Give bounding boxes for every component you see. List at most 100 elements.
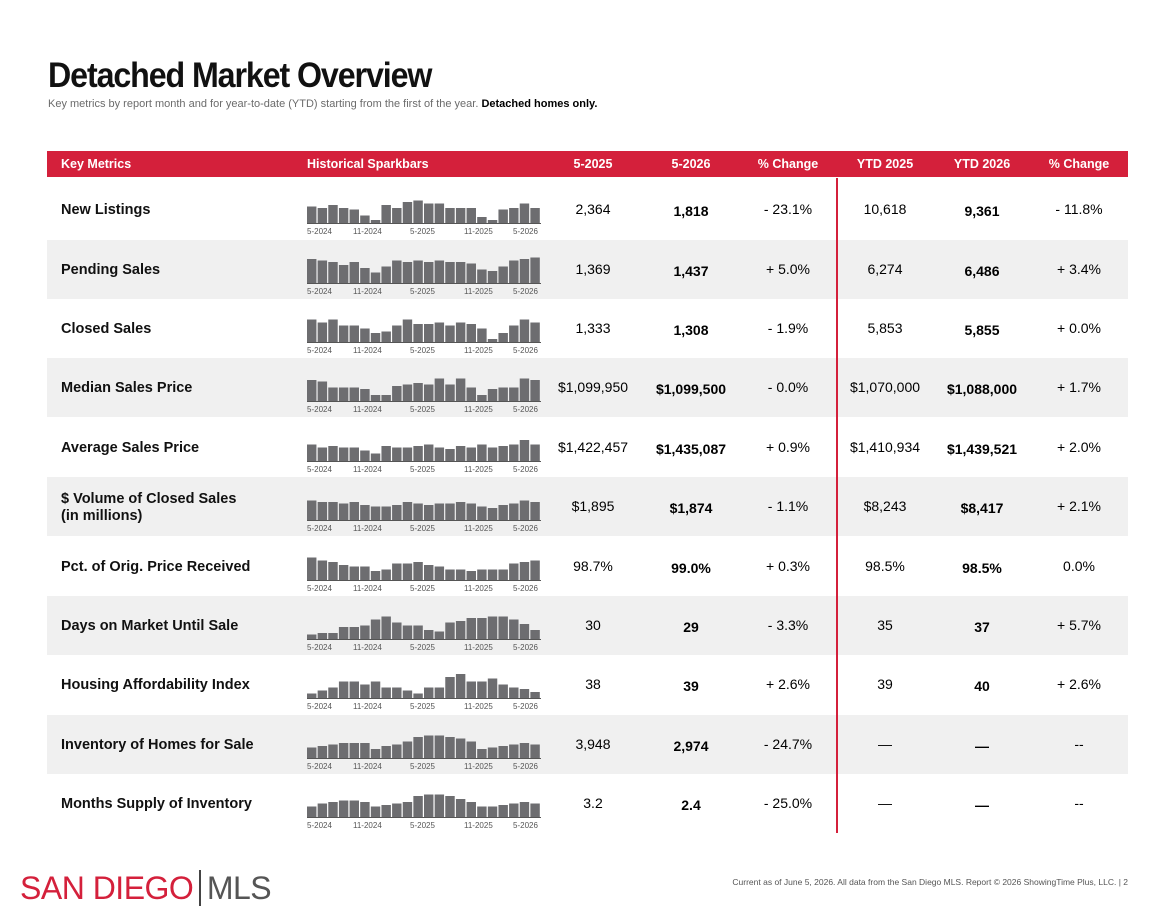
sparkbar-axis-label: 11-2025 <box>464 287 493 296</box>
sparkbar-axis-label: 5-2025 <box>410 287 435 296</box>
sparkbar <box>445 325 455 342</box>
sparkbar <box>360 389 370 401</box>
value-month-change: + 2.6% <box>766 676 810 692</box>
sparkbar <box>477 506 487 520</box>
header-ytd-prior: YTD 2025 <box>856 157 914 171</box>
sparkbar-axis-label: 11-2025 <box>464 821 493 830</box>
value-ytd-prior: — <box>878 795 892 811</box>
value-ytd-prior: 98.5% <box>865 558 905 574</box>
sparkbar <box>455 502 466 520</box>
sparkbar <box>413 625 423 639</box>
sparkbar <box>477 806 487 817</box>
metric-label: Housing Affordability Index <box>61 677 250 693</box>
value-month-change: + 5.0% <box>766 261 810 277</box>
value-ytd-current: 37 <box>974 619 990 635</box>
sparkbar <box>434 794 445 817</box>
sparkbar <box>328 387 338 401</box>
sparkbar <box>381 805 391 817</box>
sparkbar <box>487 447 498 461</box>
value-ytd-change: + 1.7% <box>1057 379 1101 395</box>
sparkbar <box>392 744 402 758</box>
sparkbar <box>317 502 328 520</box>
sparkbar <box>477 328 487 342</box>
sparkbar <box>530 803 540 817</box>
sparkbar <box>328 446 338 461</box>
sparkbar <box>413 796 423 817</box>
table-row: Pct. of Orig. Price Received 5-2024 11-202… <box>47 537 1128 596</box>
sparkbar <box>381 687 391 698</box>
sparkbar <box>392 803 402 817</box>
sparkbar <box>455 208 466 223</box>
sparkbar <box>455 674 466 698</box>
sparkbar <box>487 271 498 283</box>
header-ytd-current: YTD 2026 <box>953 157 1011 171</box>
sparkbar <box>328 262 338 283</box>
sparkbar <box>445 677 455 698</box>
sparkbar-axis-label: 11-2024 <box>353 584 382 593</box>
metric-label: Days on Market Until Sale <box>61 618 238 634</box>
sparkbar <box>455 378 466 401</box>
sparkbar-axis-label: 5-2025 <box>410 346 435 355</box>
value-month-current: 1,308 <box>673 322 709 338</box>
sparkbar <box>360 684 370 698</box>
sparkbar <box>434 378 445 401</box>
sparkbar <box>445 737 455 758</box>
sparkbar-axis-label: 5-2024 <box>307 346 332 355</box>
sparkbar <box>392 325 402 342</box>
sparkbar-axis-label: 11-2025 <box>464 584 493 593</box>
footer-note: Current as of June 5, 2026. All data fro… <box>732 877 1128 887</box>
sparkbar <box>466 324 476 342</box>
sparkbar <box>349 209 359 223</box>
sparkbar <box>424 444 434 461</box>
value-ytd-change: + 0.0% <box>1057 320 1101 336</box>
sparkbar <box>434 735 445 758</box>
sparkbar <box>338 265 349 283</box>
value-month-change: - 3.3% <box>767 617 809 633</box>
sparkbar <box>424 794 434 817</box>
value-month-prior: $1,099,950 <box>557 379 629 395</box>
sparkbar <box>338 627 349 639</box>
sparkbar <box>477 217 487 223</box>
sparkbar <box>392 505 402 520</box>
sparkbar <box>328 319 338 342</box>
sparkbar-axis-label: 5-2026 <box>513 584 538 593</box>
sparkbar <box>338 743 349 758</box>
sparkbar <box>466 447 476 461</box>
sparkbar <box>392 208 402 223</box>
sparkbar-axis-label: 11-2025 <box>464 762 493 771</box>
sparkbar <box>338 387 349 401</box>
sparkbar <box>317 208 328 223</box>
sparkbar-axis-label: 5-2024 <box>307 702 332 711</box>
sparkbar <box>402 447 413 461</box>
value-ytd-change: -- <box>1074 736 1084 752</box>
sparkbar <box>487 678 498 698</box>
sparkbar <box>466 618 476 639</box>
sparkbar <box>519 689 530 698</box>
sparkbar <box>498 805 508 817</box>
sparkbar-axis-label: 5-2025 <box>410 762 435 771</box>
sparkbar <box>370 749 381 758</box>
sparkbar <box>370 681 381 698</box>
sparkbar <box>307 500 317 520</box>
sparkbar <box>455 262 466 283</box>
value-month-change: - 0.0% <box>767 379 809 395</box>
sparkbar-axis-label: 5-2024 <box>307 584 332 593</box>
sparkbar <box>530 257 540 283</box>
value-ytd-change: + 2.6% <box>1057 676 1101 692</box>
sparkbar <box>477 395 487 401</box>
sparkbar-axis-label: 5-2024 <box>307 821 332 830</box>
sparkbar-axis-label: 5-2025 <box>410 465 435 474</box>
sparkbar <box>509 325 519 342</box>
sparkbar <box>349 627 359 639</box>
sparkbar <box>445 622 455 639</box>
sparkbar <box>328 562 338 580</box>
sparkbar-chart: 5-2024 11-2024 5-2025 11-2025 5-2026 <box>307 735 541 771</box>
sparkbar <box>477 269 487 283</box>
value-month-current: $1,435,087 <box>655 441 727 457</box>
value-month-current: 99.0% <box>671 560 711 576</box>
sparkbar <box>424 687 434 698</box>
sparkbar-axis-label: 5-2026 <box>513 227 538 236</box>
sparkbar <box>434 322 445 342</box>
sparkbar <box>477 444 487 461</box>
sparkbar <box>477 749 487 758</box>
